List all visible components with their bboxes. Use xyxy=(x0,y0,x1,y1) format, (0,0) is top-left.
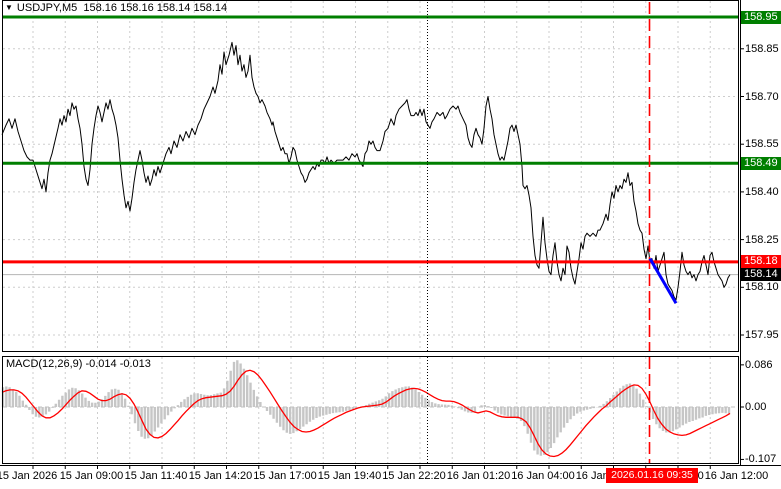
macd-panel-frame xyxy=(2,356,739,464)
time-axis-label: 15 Jan 17:00 xyxy=(253,470,317,482)
time-axis-label: 15 Jan 22:20 xyxy=(382,470,446,482)
event-time-badge: 2026.01.16 09:35 xyxy=(606,468,698,483)
macd-signal-line xyxy=(1,369,731,458)
chevron-down-icon[interactable]: ▼ xyxy=(5,3,13,12)
chart-title: ▼ USDJPY,M5 158.16 158.16 158.14 158.14 xyxy=(5,1,227,15)
time-axis-label: 15 Jan 11:40 xyxy=(124,470,188,482)
time-axis-label: 16 Jan 12:00 xyxy=(704,470,769,482)
price-axis-label: 158.70 xyxy=(745,90,779,103)
macd-axis-label: 0.086 xyxy=(745,358,773,371)
ohlc-quotes: 158.16 158.16 158.14 158.14 xyxy=(83,2,228,14)
time-axis-label: 15 Jan 19:40 xyxy=(317,470,382,482)
price-level-badge-158.49: 158.49 xyxy=(741,156,781,170)
price-axis-label: 158.85 xyxy=(745,42,779,55)
trend-line[interactable] xyxy=(648,257,678,304)
macd-axis-label: -0.107 xyxy=(745,453,777,466)
price-level-badge-158.95: 158.95 xyxy=(741,10,781,24)
price-axis-label: 158.10 xyxy=(745,281,779,294)
time-axis-label: 15 Jan 2026 xyxy=(0,470,58,482)
macd-axis-label: 0.00 xyxy=(745,401,767,413)
time-axis-label: 16 Jan 01:20 xyxy=(446,470,511,482)
main-panel-frame xyxy=(2,0,739,352)
macd-indicator-label: MACD(12,26,9) -0.014 -0.013 xyxy=(6,358,151,370)
time-axis-label: 15 Jan 14:20 xyxy=(188,470,253,482)
price-axis-label: 158.25 xyxy=(745,233,779,246)
price-level-badge-158.18: 158.18 xyxy=(741,255,781,269)
symbol-period-label: USDJPY,M5 xyxy=(16,2,78,14)
price-axis-label: 158.55 xyxy=(745,138,779,151)
macd-histogram xyxy=(1,360,731,456)
price-axis-label: 158.40 xyxy=(745,185,779,198)
time-axis-label: 16 Jan 04:00 xyxy=(511,470,575,482)
price-line xyxy=(1,41,731,301)
price-axis-label: 157.95 xyxy=(745,329,779,341)
price-level-badge-158.14: 158.14 xyxy=(741,268,781,282)
time-axis-label: 15 Jan 09:00 xyxy=(59,470,124,482)
